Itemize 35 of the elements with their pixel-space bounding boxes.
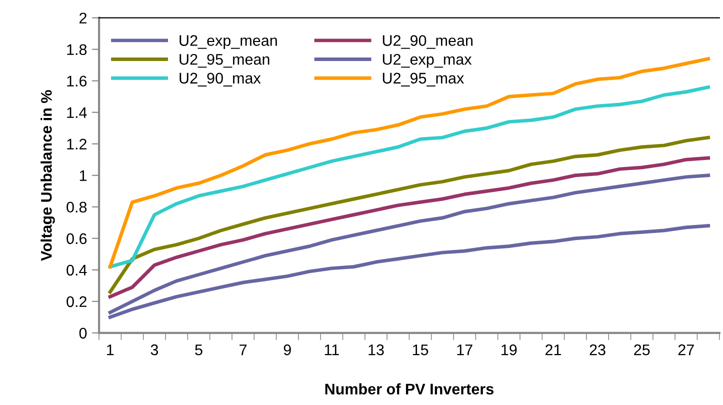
y-tick-label: 0.6 xyxy=(66,233,87,244)
y-tick-label: 1 xyxy=(80,170,86,181)
legend-label: U2_95_max xyxy=(382,72,464,86)
line-series xyxy=(108,136,710,294)
x-axis-title: Number of PV Inverters xyxy=(325,383,494,394)
x-tick-label: 19 xyxy=(502,344,517,356)
y-tick-label: 1.6 xyxy=(67,76,87,87)
x-tick-label: 11 xyxy=(324,344,339,356)
x-tick-label: 7 xyxy=(240,344,247,356)
y-tick-label: 0.2 xyxy=(66,296,86,308)
x-tick-label: 3 xyxy=(150,344,158,356)
legend-label: U2_95_mean xyxy=(180,54,270,68)
x-tick-label: 5 xyxy=(195,344,202,356)
legend-label: U2_exp_mean xyxy=(180,35,277,49)
x-tick-label: 27 xyxy=(678,344,694,356)
legend-label: U2_90_max xyxy=(180,72,261,86)
y-tick-label: 0.4 xyxy=(66,264,87,276)
y-tick-label: 1.4 xyxy=(67,107,87,118)
x-tick-label: 23 xyxy=(590,344,606,356)
y-tick-label: 1.2 xyxy=(67,138,86,150)
x-tick-label: 13 xyxy=(368,344,384,356)
line-series xyxy=(108,156,710,298)
y-tick-label: 0 xyxy=(79,328,87,339)
x-tick-label: 25 xyxy=(634,344,650,356)
legend-label: U2_90_mean xyxy=(382,35,472,49)
y-tick-label: 1.8 xyxy=(67,44,87,56)
x-tick-label: 17 xyxy=(457,344,472,356)
x-tick-label: 9 xyxy=(284,344,291,356)
x-tick-label: 1 xyxy=(107,344,114,356)
legend-label: U2_exp_max xyxy=(382,54,472,68)
y-tick-label: 2 xyxy=(80,12,86,24)
x-tick-label: 15 xyxy=(412,344,428,356)
x-tick-label: 21 xyxy=(545,344,561,356)
y-tick-label: 0.8 xyxy=(66,202,87,213)
y-axis-title: Voltage Unbalance in % xyxy=(40,90,55,261)
